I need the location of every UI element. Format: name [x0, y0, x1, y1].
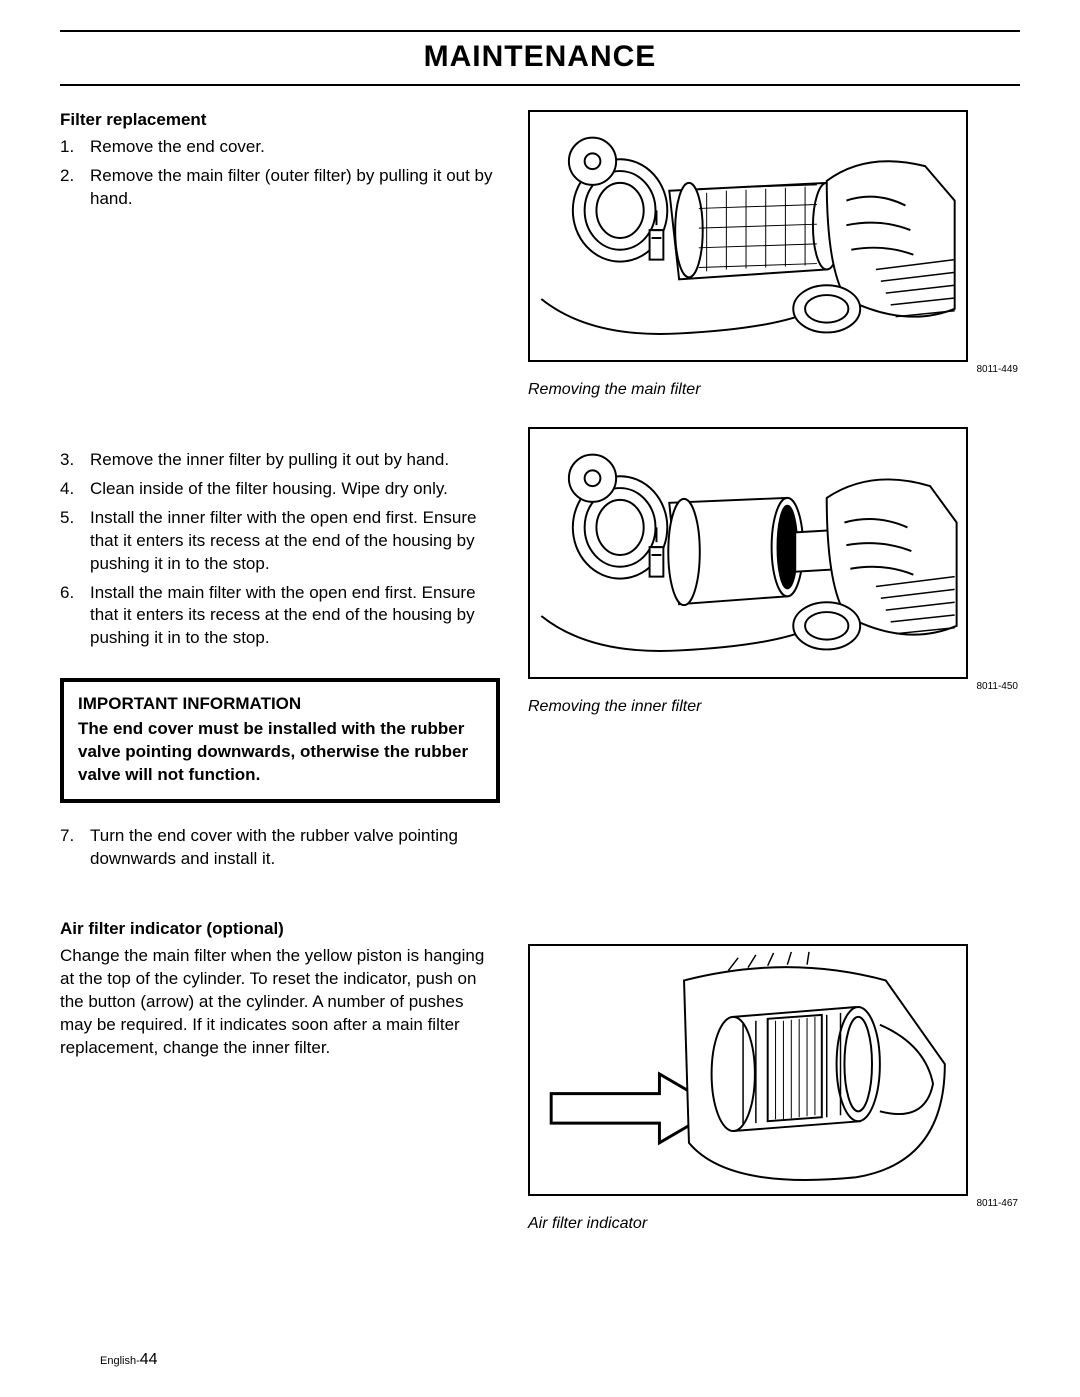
step-number: 2. — [60, 165, 90, 211]
footer-page-number: 44 — [140, 1351, 158, 1368]
step-text: Remove the main filter (outer filter) by… — [90, 165, 500, 211]
steps-group-b: 3. Remove the inner filter by pulling it… — [60, 449, 500, 651]
air-filter-indicator-illustration-icon — [530, 946, 966, 1194]
footer-lang: English- — [100, 1355, 140, 1367]
air-filter-body: Change the main filter when the yellow p… — [60, 945, 500, 1060]
rule-bottom — [60, 84, 1020, 86]
step-item: 7. Turn the end cover with the rubber va… — [60, 825, 500, 871]
figure-1: 8011-449 Removing the main filter — [528, 110, 1020, 399]
steps-group-c: 7. Turn the end cover with the rubber va… — [60, 825, 500, 871]
step-text: Install the inner filter with the open e… — [90, 507, 500, 576]
heading-air-filter: Air filter indicator (optional) — [60, 919, 500, 939]
spacer — [60, 889, 500, 919]
rule-top — [60, 30, 1020, 32]
engine-inner-filter-illustration-icon — [530, 429, 966, 677]
content-area: Filter replacement 1. Remove the end cov… — [60, 110, 1020, 1261]
figure-1-caption: Removing the main filter — [528, 381, 1020, 399]
important-info-body: The end cover must be installed with the… — [78, 718, 482, 787]
figure-3-image — [528, 944, 968, 1196]
step-item: 6. Install the main filter with the open… — [60, 582, 500, 651]
heading-filter-replacement: Filter replacement — [60, 110, 500, 130]
important-info-box: IMPORTANT INFORMATION The end cover must… — [60, 678, 500, 803]
page-title: MAINTENANCE — [60, 40, 1020, 74]
important-info-title: IMPORTANT INFORMATION — [78, 694, 482, 714]
step-text: Install the main filter with the open en… — [90, 582, 500, 651]
steps-group-a: 1. Remove the end cover. 2. Remove the m… — [60, 136, 500, 211]
step-item: 3. Remove the inner filter by pulling it… — [60, 449, 500, 472]
right-column: 8011-449 Removing the main filter — [528, 110, 1020, 1261]
figure-3-caption: Air filter indicator — [528, 1215, 1020, 1233]
spacer — [60, 229, 500, 449]
spacer — [528, 744, 1020, 944]
figure-1-ref: 8011-449 — [528, 364, 1020, 375]
figure-3: 8011-467 Air filter indicator — [528, 944, 1020, 1233]
step-item: 2. Remove the main filter (outer filter)… — [60, 165, 500, 211]
step-item: 1. Remove the end cover. — [60, 136, 500, 159]
figure-3-ref: 8011-467 — [528, 1198, 1020, 1209]
step-number: 7. — [60, 825, 90, 871]
step-text: Remove the end cover. — [90, 136, 500, 159]
step-item: 4. Clean inside of the filter housing. W… — [60, 478, 500, 501]
step-number: 6. — [60, 582, 90, 651]
step-text: Turn the end cover with the rubber valve… — [90, 825, 500, 871]
figure-2-caption: Removing the inner filter — [528, 698, 1020, 716]
engine-filter-illustration-icon — [530, 112, 966, 360]
page-footer: English-44 — [100, 1351, 158, 1369]
step-text: Clean inside of the filter housing. Wipe… — [90, 478, 500, 501]
step-number: 3. — [60, 449, 90, 472]
step-item: 5. Install the inner filter with the ope… — [60, 507, 500, 576]
step-text: Remove the inner filter by pulling it ou… — [90, 449, 500, 472]
step-number: 1. — [60, 136, 90, 159]
left-column: Filter replacement 1. Remove the end cov… — [60, 110, 500, 1261]
figure-2-ref: 8011-450 — [528, 681, 1020, 692]
figure-2: 8011-450 Removing the inner filter — [528, 427, 1020, 716]
figure-2-image — [528, 427, 968, 679]
step-number: 4. — [60, 478, 90, 501]
step-number: 5. — [60, 507, 90, 576]
figure-1-image — [528, 110, 968, 362]
